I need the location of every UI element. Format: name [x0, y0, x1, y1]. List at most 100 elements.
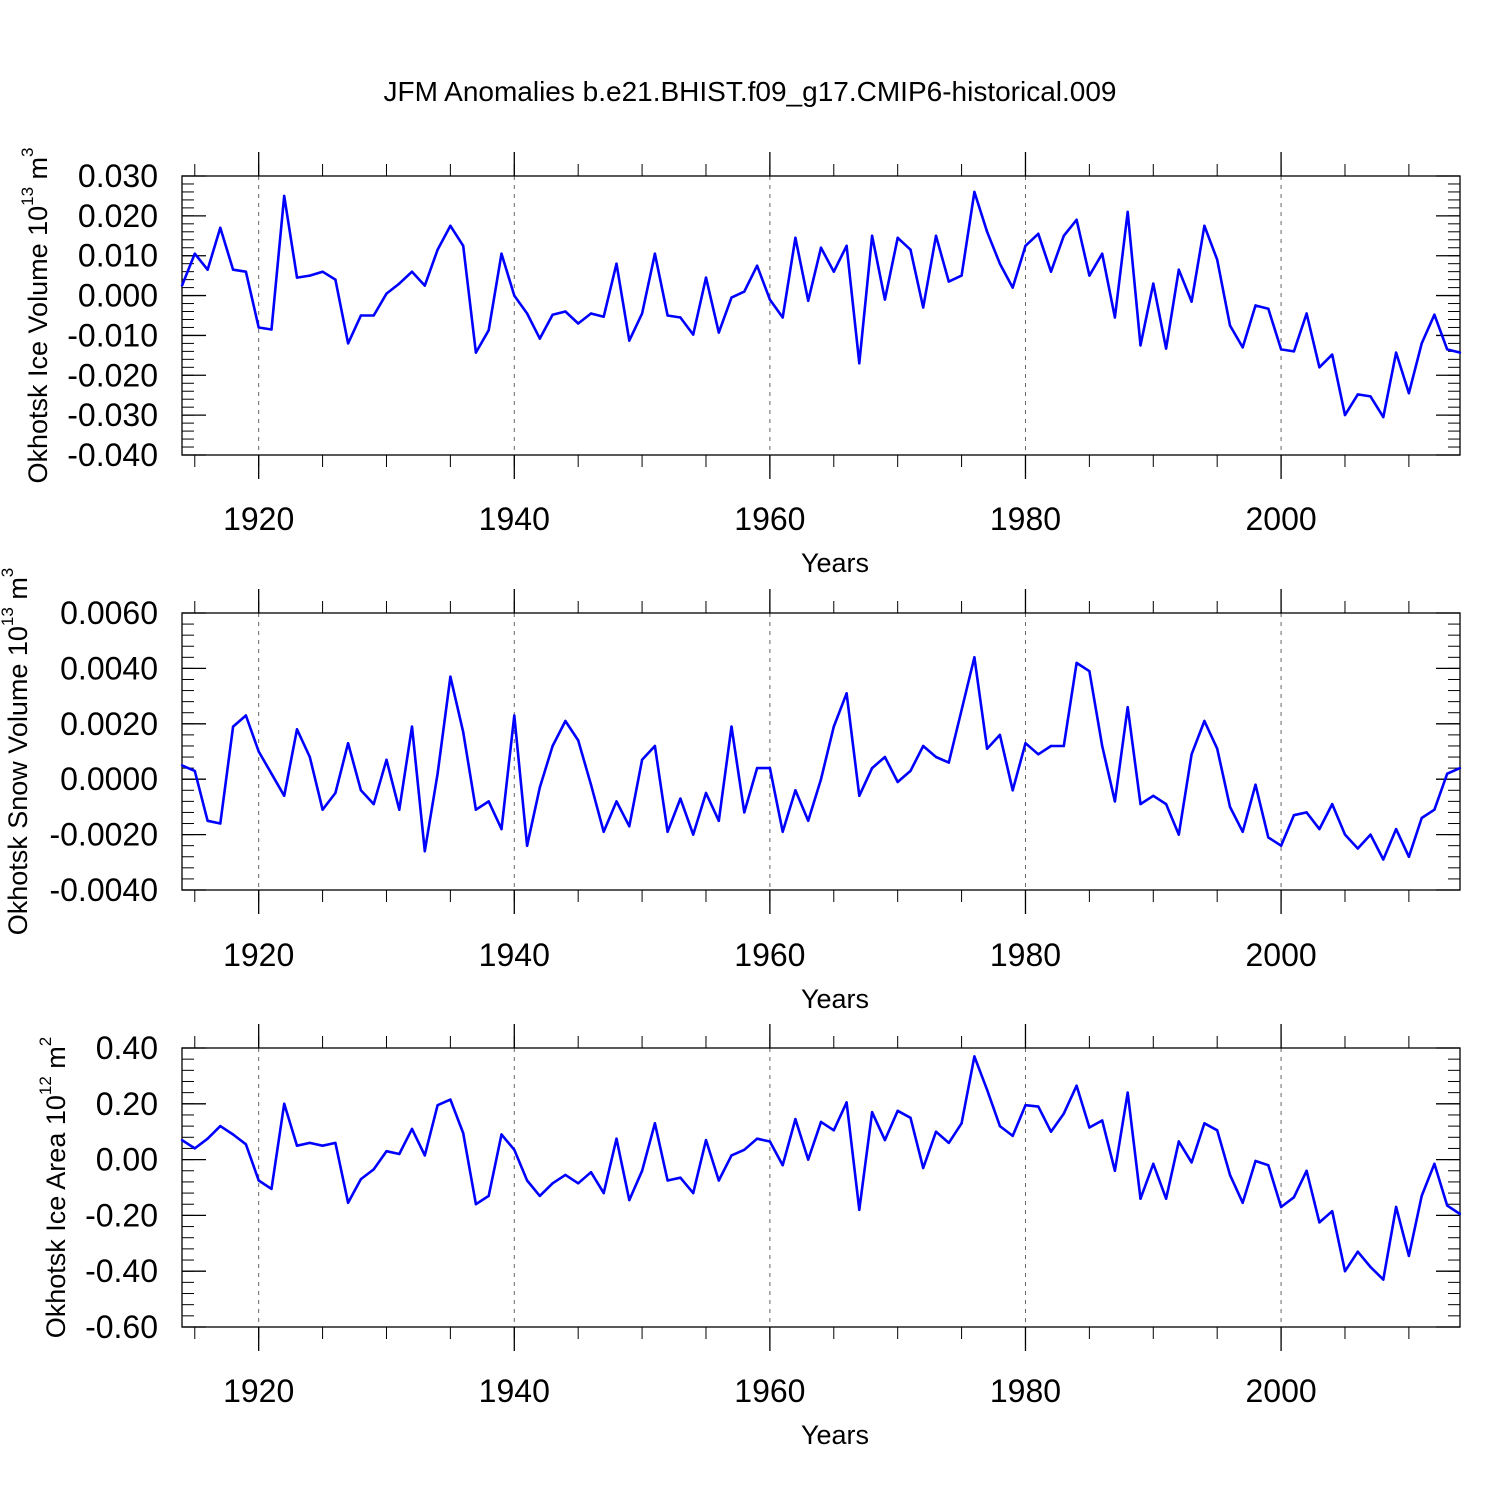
- data-point: [244, 714, 248, 717]
- data-point: [1049, 270, 1053, 273]
- series-line: [181, 655, 1461, 861]
- data-point: [1024, 244, 1027, 247]
- y-tick-label: -0.030: [67, 397, 158, 433]
- data-point: [1331, 802, 1334, 806]
- data-point: [1292, 1196, 1296, 1199]
- data-point: [1446, 772, 1449, 775]
- y-tick-label: -0.60: [85, 1309, 158, 1345]
- data-point: [1433, 808, 1436, 811]
- data-point: [998, 1124, 1002, 1128]
- x-tick-label: 1980: [990, 937, 1061, 973]
- data-point: [1420, 816, 1423, 820]
- data-point: [1024, 1104, 1027, 1107]
- data-point: [1279, 844, 1283, 847]
- data-point: [602, 1191, 605, 1195]
- data-point: [1382, 1278, 1385, 1281]
- data-point: [1292, 350, 1296, 353]
- data-point: [717, 331, 720, 334]
- data-point: [410, 725, 414, 728]
- data-point: [704, 791, 708, 795]
- data-point: [474, 351, 478, 354]
- data-point: [819, 778, 823, 781]
- y-tick-label: 0.20: [96, 1086, 158, 1122]
- data-point: [1088, 274, 1091, 277]
- data-point: [807, 1158, 810, 1161]
- data-point: [1190, 300, 1193, 303]
- data-point: [334, 791, 337, 795]
- data-point: [1126, 210, 1129, 214]
- data-point: [193, 1147, 196, 1150]
- data-point: [283, 794, 286, 797]
- data-point: [449, 1098, 452, 1101]
- data-point: [385, 292, 388, 295]
- data-point: [1356, 1250, 1360, 1253]
- data-point: [858, 1208, 861, 1212]
- y-tick-label: 0.40: [96, 1030, 158, 1066]
- data-point: [1049, 1130, 1053, 1133]
- data-point: [257, 326, 260, 329]
- data-point: [615, 800, 618, 803]
- data-point: [640, 758, 644, 761]
- data-point: [922, 744, 925, 748]
- data-point: [934, 1130, 938, 1133]
- x-tick-label: 2000: [1245, 1373, 1316, 1409]
- data-point: [1356, 847, 1360, 850]
- data-point: [858, 362, 861, 365]
- data-point: [1420, 342, 1423, 345]
- data-point: [295, 728, 299, 731]
- data-point: [666, 830, 669, 833]
- x-tick-label: 2000: [1245, 937, 1316, 973]
- data-point: [564, 1173, 567, 1177]
- plot-frame: [181, 175, 1461, 456]
- data-point: [219, 1124, 222, 1128]
- data-point: [1433, 313, 1436, 316]
- data-point: [500, 827, 503, 831]
- data-point: [525, 844, 529, 847]
- data-point: [896, 236, 899, 239]
- data-point: [1331, 1210, 1334, 1213]
- data-point: [973, 656, 976, 659]
- data-point: [1075, 661, 1078, 665]
- data-point: [1024, 742, 1027, 745]
- data-point: [334, 1141, 337, 1145]
- data-point: [1203, 224, 1206, 227]
- data-point: [1101, 1119, 1104, 1122]
- data-point: [500, 1133, 503, 1136]
- data-point: [832, 725, 835, 728]
- data-point: [794, 236, 797, 239]
- data-point: [781, 830, 784, 833]
- data-point: [589, 312, 593, 315]
- data-point: [1369, 395, 1372, 398]
- y-tick-label: -0.0040: [49, 872, 158, 908]
- data-point: [832, 270, 835, 273]
- data-point: [372, 802, 375, 806]
- data-point: [883, 755, 887, 759]
- data-point: [1407, 392, 1411, 395]
- data-point: [1241, 1201, 1244, 1205]
- data-point: [743, 1148, 746, 1152]
- data-point: [1049, 744, 1053, 748]
- data-point: [564, 719, 567, 723]
- data-point: [589, 1171, 593, 1174]
- data-point: [692, 1191, 695, 1195]
- data-point: [1458, 766, 1462, 770]
- data-point: [193, 769, 196, 773]
- data-point: [359, 1177, 363, 1181]
- data-point: [1139, 802, 1142, 806]
- data-point: [206, 819, 209, 822]
- data-point: [807, 819, 810, 822]
- data-point: [1228, 1173, 1232, 1177]
- data-point: [653, 744, 657, 748]
- data-point: [1101, 744, 1104, 748]
- data-point: [934, 755, 938, 759]
- data-point: [398, 1152, 401, 1156]
- data-point: [1203, 719, 1206, 723]
- data-point: [819, 1120, 823, 1124]
- data-point: [960, 1122, 963, 1125]
- data-point: [781, 316, 784, 319]
- data-point: [525, 312, 529, 315]
- data-point: [1216, 258, 1219, 261]
- data-point: [1343, 413, 1347, 417]
- data-point: [321, 270, 324, 273]
